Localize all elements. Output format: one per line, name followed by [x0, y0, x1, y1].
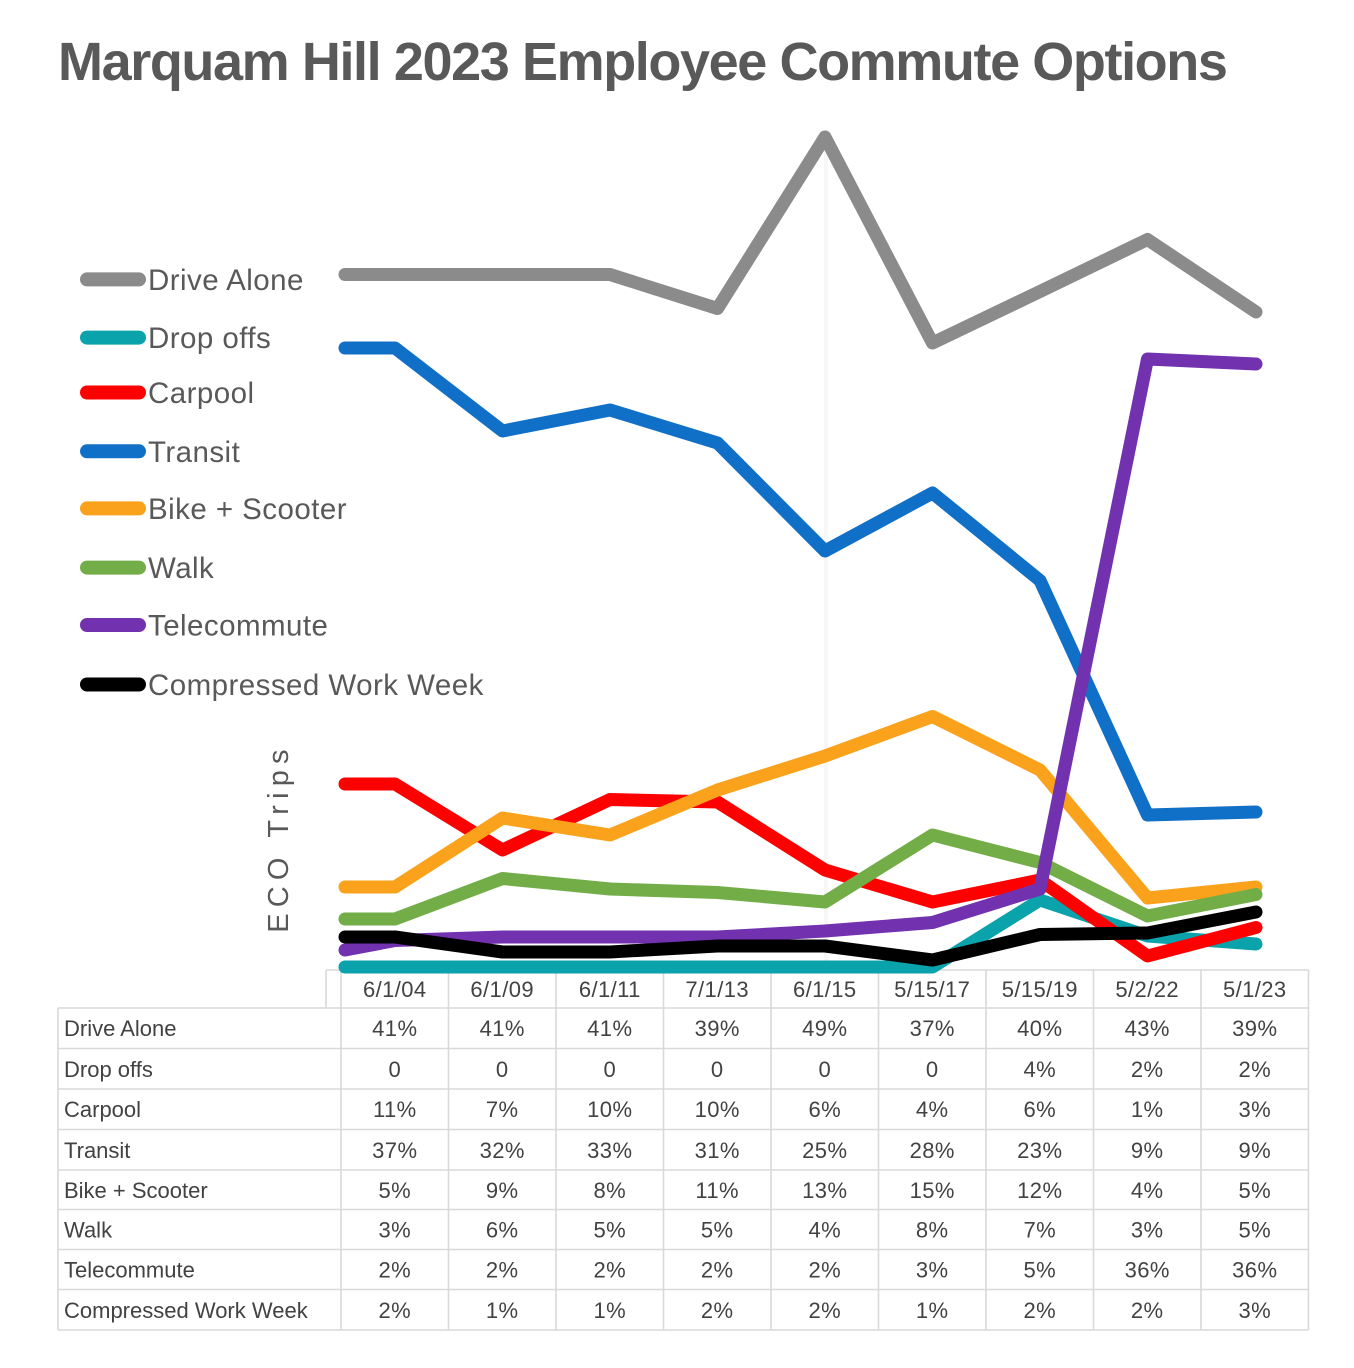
svg-text:Compressed Work Week: Compressed Work Week — [64, 1298, 309, 1323]
svg-text:3%: 3% — [1238, 1298, 1271, 1323]
svg-text:0: 0 — [711, 1057, 724, 1082]
svg-text:Walk: Walk — [64, 1218, 113, 1243]
svg-text:2%: 2% — [1023, 1298, 1056, 1323]
svg-text:6/1/04: 6/1/04 — [363, 977, 427, 1002]
svg-text:5%: 5% — [701, 1218, 734, 1243]
svg-text:9%: 9% — [1131, 1138, 1164, 1163]
svg-text:ECO Trips: ECO Trips — [263, 743, 295, 933]
svg-text:Bike + Scooter: Bike + Scooter — [148, 493, 347, 526]
svg-text:41%: 41% — [480, 1016, 525, 1041]
svg-text:31%: 31% — [695, 1138, 740, 1163]
svg-text:6/1/09: 6/1/09 — [470, 977, 534, 1002]
svg-text:2%: 2% — [378, 1298, 411, 1323]
svg-text:7%: 7% — [486, 1097, 519, 1122]
svg-text:Drive Alone: Drive Alone — [64, 1016, 177, 1041]
svg-text:6/1/11: 6/1/11 — [579, 977, 641, 1002]
svg-text:1%: 1% — [486, 1298, 519, 1323]
svg-text:7%: 7% — [1023, 1218, 1056, 1243]
svg-text:2%: 2% — [593, 1258, 626, 1283]
svg-text:28%: 28% — [910, 1138, 955, 1163]
svg-text:2%: 2% — [808, 1258, 841, 1283]
svg-text:11%: 11% — [695, 1178, 739, 1203]
svg-text:6%: 6% — [486, 1218, 519, 1243]
svg-text:5%: 5% — [593, 1218, 626, 1243]
svg-text:1%: 1% — [593, 1298, 626, 1323]
svg-text:13%: 13% — [802, 1178, 847, 1203]
svg-text:4%: 4% — [1023, 1057, 1056, 1082]
svg-text:2%: 2% — [701, 1298, 734, 1323]
svg-text:4%: 4% — [916, 1097, 949, 1122]
svg-text:0: 0 — [496, 1057, 509, 1082]
svg-text:5/15/17: 5/15/17 — [894, 977, 970, 1002]
svg-text:37%: 37% — [372, 1138, 417, 1163]
svg-text:Compressed Work Week: Compressed Work Week — [148, 669, 484, 702]
svg-text:Carpool: Carpool — [64, 1097, 141, 1122]
svg-text:Telecommute: Telecommute — [64, 1258, 195, 1283]
svg-text:0: 0 — [818, 1057, 831, 1082]
svg-text:10%: 10% — [587, 1097, 632, 1122]
svg-text:12%: 12% — [1017, 1178, 1062, 1203]
svg-text:8%: 8% — [593, 1178, 626, 1203]
svg-text:41%: 41% — [372, 1016, 417, 1041]
svg-text:5%: 5% — [378, 1178, 411, 1203]
svg-text:3%: 3% — [1238, 1097, 1271, 1122]
svg-text:5%: 5% — [1023, 1258, 1056, 1283]
svg-text:1%: 1% — [916, 1298, 949, 1323]
svg-text:39%: 39% — [695, 1016, 740, 1041]
svg-text:9%: 9% — [486, 1178, 519, 1203]
svg-text:3%: 3% — [1131, 1218, 1164, 1243]
svg-text:1%: 1% — [1131, 1097, 1164, 1122]
svg-text:9%: 9% — [1238, 1138, 1271, 1163]
svg-text:2%: 2% — [486, 1258, 519, 1283]
svg-text:5%: 5% — [1238, 1218, 1271, 1243]
svg-text:4%: 4% — [808, 1218, 841, 1243]
svg-text:23%: 23% — [1017, 1138, 1062, 1163]
svg-text:37%: 37% — [910, 1016, 955, 1041]
svg-text:0: 0 — [388, 1057, 401, 1082]
svg-text:49%: 49% — [802, 1016, 847, 1041]
svg-text:36%: 36% — [1232, 1258, 1277, 1283]
svg-text:6%: 6% — [808, 1097, 841, 1122]
svg-text:39%: 39% — [1232, 1016, 1277, 1041]
svg-text:2%: 2% — [1131, 1057, 1164, 1082]
svg-text:10%: 10% — [695, 1097, 740, 1122]
svg-text:2%: 2% — [1131, 1298, 1164, 1323]
svg-text:Telecommute: Telecommute — [148, 610, 328, 643]
svg-text:Marquam Hill 2023 Employee Com: Marquam Hill 2023 Employee Commute Optio… — [58, 32, 1227, 92]
svg-text:2%: 2% — [701, 1258, 734, 1283]
svg-text:41%: 41% — [587, 1016, 632, 1041]
svg-text:5/2/22: 5/2/22 — [1115, 977, 1179, 1002]
svg-text:3%: 3% — [378, 1218, 411, 1243]
svg-text:2%: 2% — [808, 1298, 841, 1323]
svg-text:Transit: Transit — [64, 1138, 130, 1163]
svg-text:0: 0 — [926, 1057, 939, 1082]
svg-text:Walk: Walk — [148, 552, 214, 585]
svg-text:8%: 8% — [916, 1218, 949, 1243]
svg-text:3%: 3% — [916, 1258, 949, 1283]
svg-text:5/15/19: 5/15/19 — [1002, 977, 1078, 1002]
svg-text:15%: 15% — [910, 1178, 955, 1203]
svg-text:2%: 2% — [1238, 1057, 1271, 1082]
svg-text:11%: 11% — [373, 1097, 417, 1122]
svg-text:36%: 36% — [1125, 1258, 1170, 1283]
svg-text:Bike + Scooter: Bike + Scooter — [64, 1178, 208, 1203]
svg-text:32%: 32% — [480, 1138, 525, 1163]
svg-text:25%: 25% — [802, 1138, 847, 1163]
svg-text:Drop offs: Drop offs — [148, 322, 271, 355]
svg-text:Drive Alone: Drive Alone — [148, 264, 304, 297]
svg-text:7/1/13: 7/1/13 — [685, 977, 749, 1002]
svg-text:33%: 33% — [587, 1138, 632, 1163]
svg-text:6%: 6% — [1023, 1097, 1056, 1122]
svg-text:40%: 40% — [1017, 1016, 1062, 1041]
svg-text:2%: 2% — [378, 1258, 411, 1283]
svg-text:Drop offs: Drop offs — [64, 1057, 153, 1082]
svg-text:Transit: Transit — [148, 436, 240, 469]
svg-text:Carpool: Carpool — [148, 377, 254, 410]
svg-text:5/1/23: 5/1/23 — [1223, 977, 1287, 1002]
svg-text:6/1/15: 6/1/15 — [793, 977, 857, 1002]
svg-text:4%: 4% — [1131, 1178, 1164, 1203]
svg-text:0: 0 — [603, 1057, 616, 1082]
svg-text:5%: 5% — [1238, 1178, 1271, 1203]
svg-text:43%: 43% — [1125, 1016, 1170, 1041]
